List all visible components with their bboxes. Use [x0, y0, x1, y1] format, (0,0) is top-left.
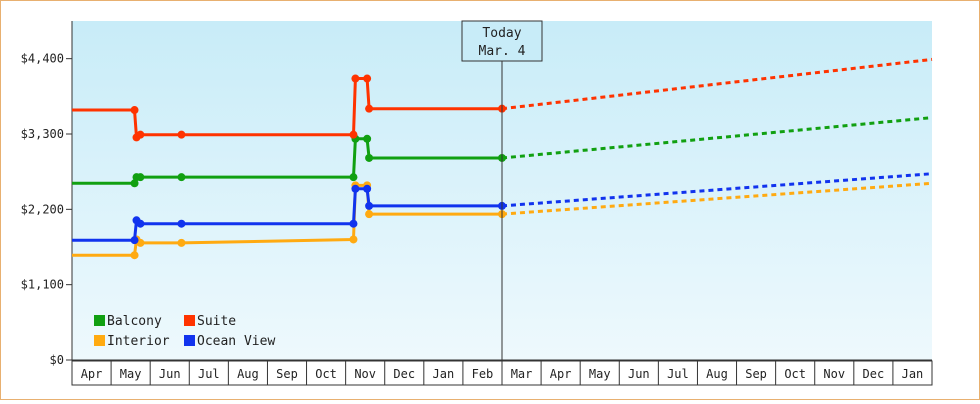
series-point — [351, 184, 360, 193]
series-point — [365, 201, 374, 210]
series-point — [130, 236, 139, 245]
month-label: Feb — [472, 367, 494, 381]
series-point — [363, 134, 372, 143]
legend-label: Suite — [197, 314, 236, 329]
month-label: Mar — [511, 367, 533, 381]
series-point — [136, 173, 145, 182]
month-label: Apr — [81, 367, 103, 381]
month-label: Jun — [628, 367, 650, 381]
month-label: Dec — [863, 367, 885, 381]
month-label: Aug — [706, 367, 728, 381]
month-label: May — [589, 367, 611, 381]
month-label: Jul — [667, 367, 689, 381]
month-label: Dec — [393, 367, 415, 381]
series-point — [351, 74, 360, 83]
series-point — [349, 130, 358, 139]
legend-swatch — [94, 315, 105, 326]
series-point — [177, 130, 186, 139]
legend-label: Balcony — [107, 314, 162, 329]
series-layer — [72, 57, 933, 260]
series-balcony — [72, 116, 933, 188]
month-label: Jul — [198, 367, 220, 381]
series-point — [130, 106, 139, 115]
series-point — [349, 235, 358, 244]
series-ocean-view — [72, 172, 933, 245]
legend-swatch — [184, 315, 195, 326]
legend-item-suite: Suite — [184, 314, 236, 329]
y-axis: $0 $1,100 $2,200 $3,300 $4,400 — [21, 21, 73, 367]
series-point — [365, 153, 374, 162]
series-point — [365, 210, 374, 219]
series-point — [177, 219, 186, 228]
series-suite — [72, 57, 933, 142]
month-label: Sep — [276, 367, 298, 381]
month-label: May — [120, 367, 142, 381]
y-tick-label: $1,100 — [21, 278, 64, 292]
series-point — [365, 104, 374, 113]
series-history-line — [72, 77, 502, 139]
legend: Balcony Suite Interior Ocean View — [94, 314, 275, 349]
y-tick-label: $3,300 — [21, 127, 64, 141]
series-point — [349, 219, 358, 228]
y-tick-label: $0 — [50, 353, 64, 367]
legend-item-ocean-view: Ocean View — [184, 334, 275, 349]
legend-item-balcony: Balcony — [94, 314, 162, 329]
y-tick-label: $4,400 — [21, 52, 64, 66]
month-label: Oct — [784, 367, 806, 381]
today-marker: Today Mar. 4 — [461, 20, 543, 360]
series-point — [177, 238, 186, 247]
legend-label: Interior — [107, 334, 170, 349]
series-point — [363, 74, 372, 83]
series-history-line — [72, 187, 502, 242]
legend-label: Ocean View — [197, 334, 275, 349]
series-point — [136, 219, 145, 228]
month-label: Nov — [823, 367, 845, 381]
series-point — [130, 251, 139, 260]
series-point — [136, 130, 145, 139]
legend-swatch — [94, 335, 105, 346]
series-point — [177, 173, 186, 182]
series-forecast-line — [501, 57, 933, 111]
y-tick-label: $2,200 — [21, 202, 64, 216]
series-point — [130, 179, 139, 188]
series-point — [349, 173, 358, 182]
month-label: Nov — [354, 367, 376, 381]
month-label: Aug — [237, 367, 259, 381]
month-label: Jan — [902, 367, 924, 381]
legend-swatch — [184, 335, 195, 346]
today-date: Mar. 4 — [479, 44, 526, 59]
month-label: Oct — [315, 367, 337, 381]
legend-item-interior: Interior — [94, 334, 170, 349]
x-axis: Apr May Jun Jul Aug Sep Oct Nov Dec Jan Feb Mar Apr M… — [71, 359, 933, 386]
month-label: Apr — [550, 367, 572, 381]
series-point — [363, 184, 372, 193]
month-label: Jan — [433, 367, 455, 381]
today-box — [461, 20, 543, 62]
month-label: Sep — [745, 367, 767, 381]
today-label: Today — [482, 26, 521, 41]
month-label: Jun — [159, 367, 181, 381]
